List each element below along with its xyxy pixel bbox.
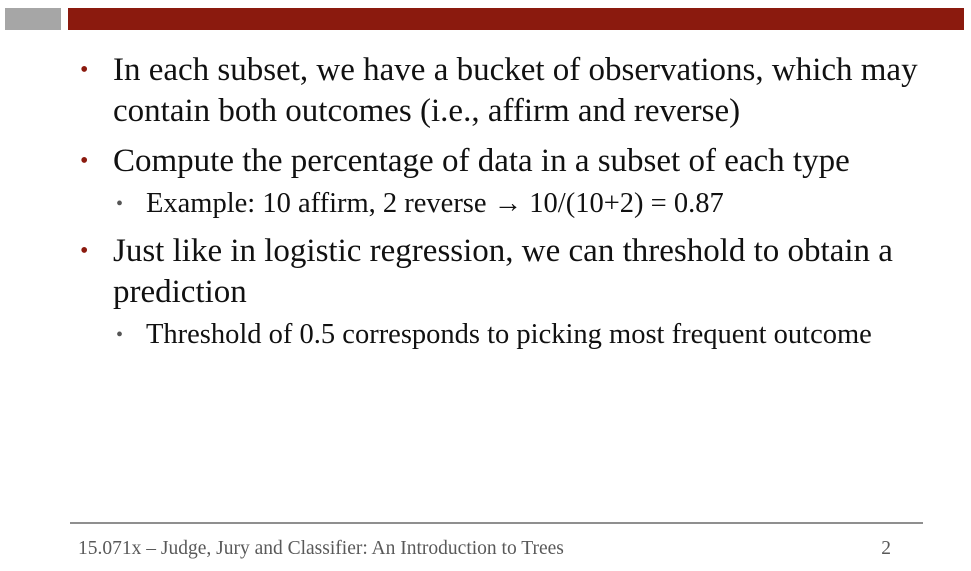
sub-bullet-dot-icon: • [116, 324, 124, 346]
slide-body: • In each subset, we have a bucket of ob… [78, 50, 928, 362]
bullet-3-text: Just like in logistic regression, we can… [113, 233, 893, 310]
page-number: 2 [881, 538, 891, 559]
bullet-2-sub-1-text: Example: 10 affirm, 2 reverse → 10/(10+2… [146, 188, 724, 219]
bullet-dot-icon: • [80, 57, 89, 83]
bullet-1-text: In each subset, we have a bucket of obse… [113, 52, 918, 129]
bullet-dot-icon: • [80, 238, 89, 264]
sub-bullet-dot-icon: • [116, 193, 124, 215]
bullet-3-sub-1-text: Threshold of 0.5 corresponds to picking … [146, 319, 872, 350]
header-gray-block [5, 8, 61, 30]
bullet-2-sub-1: • Example: 10 affirm, 2 reverse → 10/(10… [78, 185, 928, 223]
bullet-3-sub-1: • Threshold of 0.5 corresponds to pickin… [78, 316, 928, 354]
bullet-1: • In each subset, we have a bucket of ob… [78, 50, 928, 132]
bullet-2-text: Compute the percentage of data in a subs… [113, 143, 850, 179]
bullet-3: • Just like in logistic regression, we c… [78, 231, 928, 313]
bullet-2: • Compute the percentage of data in a su… [78, 141, 928, 182]
footer-title: 15.071x – Judge, Jury and Classifier: An… [78, 538, 564, 559]
bullet-dot-icon: • [80, 148, 89, 174]
header-accent-bar [68, 8, 964, 30]
footer-divider [70, 522, 923, 524]
